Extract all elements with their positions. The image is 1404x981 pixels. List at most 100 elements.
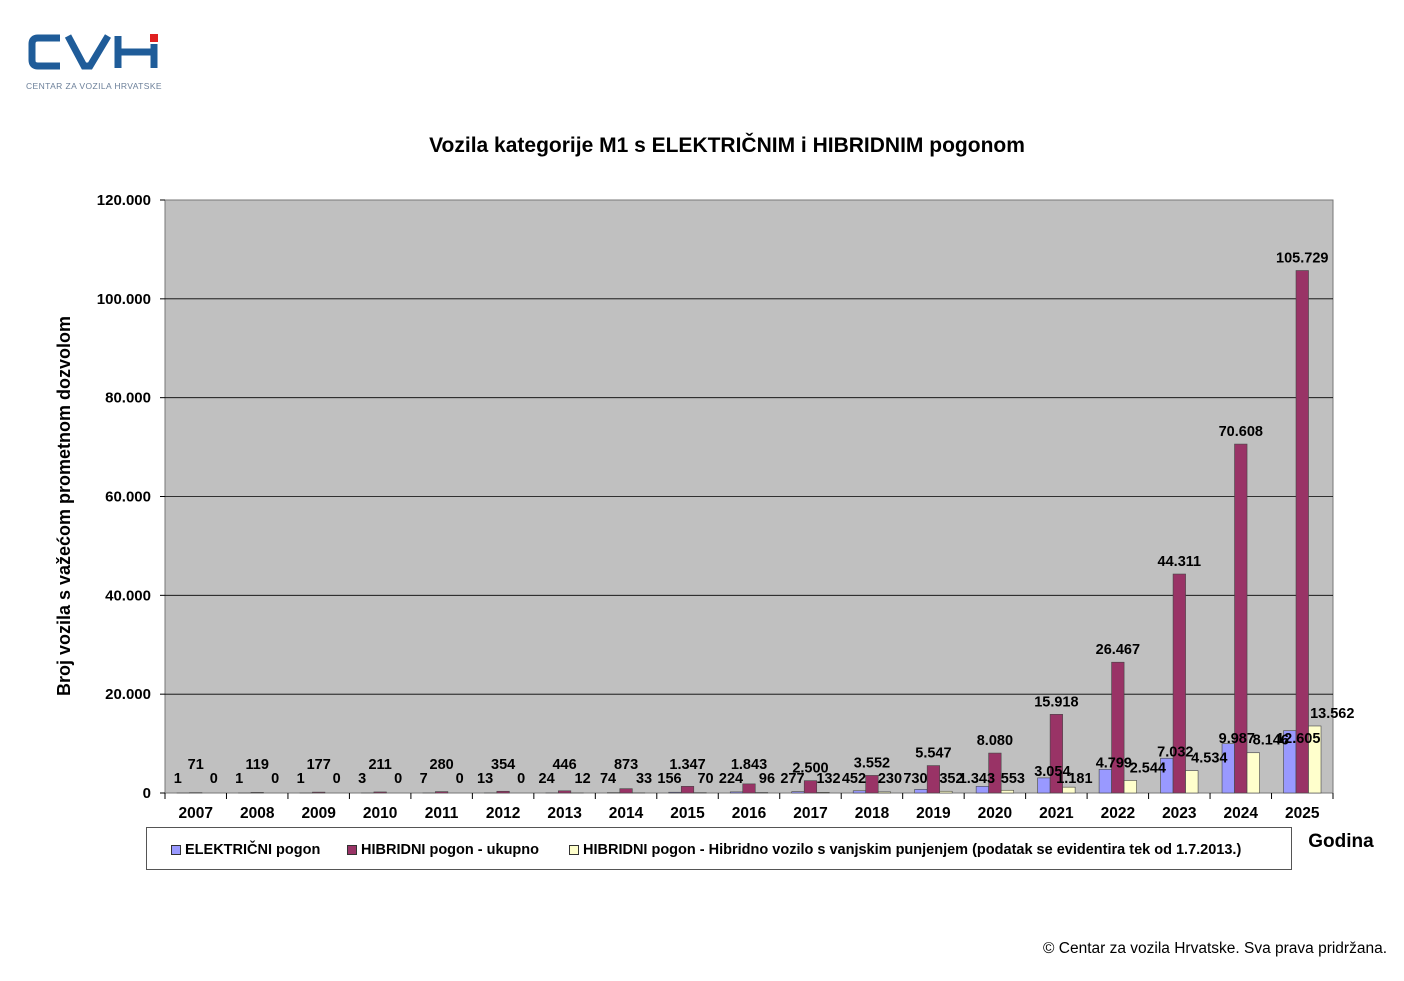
bar-hybrid-total — [1172, 573, 1186, 794]
data-label: 33 — [636, 771, 652, 787]
bar-hybrid-total — [988, 752, 1002, 794]
bar-hybrid-total — [1234, 443, 1248, 794]
legend-label-hybrid-plugin: HIBRIDNI pogon - Hibridno vozilo s vanjs… — [583, 842, 1242, 858]
bar-hybrid-total — [373, 791, 387, 794]
data-label: 74 — [600, 771, 616, 787]
y-tick-label: 120.000 — [97, 192, 151, 209]
bar-hybrid-plugin — [939, 790, 953, 794]
x-tick-label: 2018 — [855, 805, 890, 822]
logo-text: CENTAR ZA VOZILA HRVATSKE — [26, 81, 162, 91]
data-label: 1 — [174, 771, 182, 787]
bar-electric — [1098, 768, 1112, 794]
bar-electric — [729, 791, 744, 794]
bar-hybrid-plugin — [816, 792, 830, 794]
bar-hybrid-plugin — [1246, 752, 1260, 794]
bar-hybrid-plugin — [1185, 770, 1199, 794]
data-label: 119 — [246, 757, 269, 773]
x-tick-label: 2019 — [916, 805, 951, 822]
y-tick-label: 20.000 — [105, 686, 151, 703]
data-label: 8.146 — [1253, 733, 1289, 749]
copyright-notice: © Centar za vozila Hrvatske. Sva prava p… — [1043, 940, 1387, 957]
data-label: 156 — [657, 771, 681, 787]
data-label: 1 — [297, 771, 305, 787]
bar-hybrid-plugin — [1308, 725, 1322, 794]
bar-hybrid-total — [865, 775, 879, 794]
chart-title: Vozila kategorije M1 s ELEKTRIČNIM i HIB… — [429, 133, 1025, 157]
y-axis-ticks: 0 20.000 40.000 60.000 80.000 100.000 120.000 — [97, 192, 165, 802]
x-tick-label: 2017 — [793, 805, 827, 822]
cvh-logo — [28, 34, 158, 70]
data-label: 13 — [477, 771, 493, 787]
legend-swatch-hybrid-plugin — [569, 845, 579, 855]
data-label: 26.467 — [1096, 642, 1140, 658]
data-label: 7 — [420, 771, 428, 787]
data-label: 5.547 — [915, 746, 951, 762]
x-tick-label: 2010 — [363, 805, 397, 822]
bar-hybrid-total — [926, 765, 940, 794]
x-tick-label: 2014 — [609, 805, 644, 822]
bar-hybrid-total — [312, 791, 326, 794]
data-label: 730 — [903, 771, 927, 787]
data-label: 0 — [394, 771, 402, 787]
x-tick-label: 2013 — [547, 805, 582, 822]
x-tick-label: 2015 — [670, 805, 705, 822]
x-tick-label: 2008 — [240, 805, 275, 822]
data-label: 0 — [456, 771, 464, 787]
y-axis-label: Broj vozila s važećom prometnom dozvolom — [54, 316, 74, 696]
x-tick-label: 2025 — [1285, 805, 1320, 822]
data-label: 71 — [188, 757, 204, 773]
y-tick-label: 80.000 — [105, 390, 151, 407]
data-label: 452 — [842, 771, 866, 787]
data-label: 70.608 — [1219, 424, 1263, 440]
grid-lines — [165, 298, 1333, 695]
bar-hybrid-total — [1049, 714, 1063, 794]
data-label: 1.181 — [1056, 771, 1092, 787]
x-tick-label: 2024 — [1224, 805, 1259, 822]
data-label: 4.534 — [1191, 751, 1227, 767]
legend-swatch-hybrid-total — [347, 845, 357, 855]
bar-hybrid-plugin — [1123, 780, 1137, 794]
x-tick-label: 2011 — [425, 805, 459, 822]
data-label: 12.605 — [1276, 731, 1320, 747]
x-axis-ticks: 2007 2008 2009 2010 2011 2012 2013 2014 2015 2016… — [164, 793, 1334, 822]
data-label: 1.343 — [959, 771, 995, 787]
data-label: 211 — [368, 757, 391, 773]
legend-swatch-electric — [171, 845, 181, 855]
data-label: 8.080 — [977, 733, 1013, 749]
data-label: 0 — [517, 771, 525, 787]
data-label: 1.347 — [669, 757, 705, 773]
bar-hybrid-total — [680, 786, 695, 794]
data-label: 352 — [939, 771, 963, 787]
data-label: 3.552 — [854, 755, 890, 771]
data-label: 9.987 — [1219, 731, 1255, 747]
data-label: 12 — [575, 771, 591, 787]
legend-item-hybrid-total: HIBRIDNI pogon - ukupno — [347, 842, 539, 858]
bar-electric — [852, 790, 866, 794]
data-label: 44.311 — [1158, 554, 1202, 570]
bar-hybrid-total — [250, 792, 264, 794]
data-label: 224 — [719, 771, 743, 787]
data-label: 4.799 — [1096, 755, 1132, 771]
data-label: 0 — [210, 771, 218, 787]
bar-hybrid-plugin — [1000, 789, 1014, 794]
bar-electric — [1037, 777, 1051, 794]
legend-label-hybrid-total: HIBRIDNI pogon - ukupno — [361, 842, 539, 858]
data-label: 277 — [780, 771, 804, 787]
bar-hybrid-total — [435, 791, 449, 794]
legend-item-hybrid-plugin: HIBRIDNI pogon - Hibridno vozilo s vanjs… — [569, 842, 1241, 858]
data-label: 177 — [307, 757, 331, 773]
x-tick-label: 2016 — [732, 805, 767, 822]
data-label: 70 — [697, 771, 713, 787]
bar-hybrid-total — [742, 783, 756, 794]
data-label: 3.054 — [1034, 764, 1070, 780]
data-label: 3 — [358, 771, 366, 787]
data-label: 1.843 — [731, 757, 767, 773]
bar-hybrid-total — [558, 790, 572, 794]
legend-label-electric: ELEKTRIČNI pogon — [185, 842, 321, 858]
y-tick-label: 40.000 — [105, 587, 151, 604]
x-tick-label: 2009 — [301, 805, 336, 822]
data-label: 2.500 — [792, 761, 828, 777]
bar-hybrid-total — [496, 790, 510, 794]
y-tick-label: 60.000 — [105, 489, 151, 506]
